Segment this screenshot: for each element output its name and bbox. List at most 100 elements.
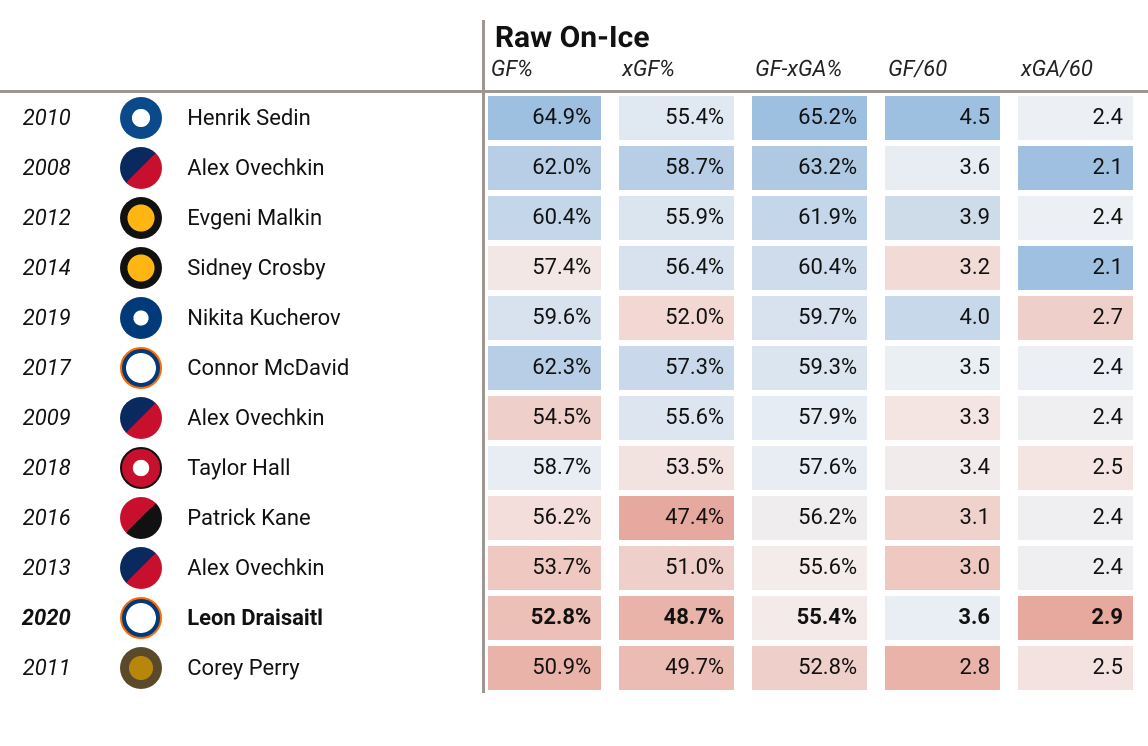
stat-cell: 2.4	[1015, 93, 1148, 143]
stat-cell: 2.5	[1015, 643, 1148, 693]
player-name: Sidney Crosby	[181, 243, 483, 293]
stat-cell: 60.4%	[483, 193, 616, 243]
player-name: Corey Perry	[181, 643, 483, 693]
player-name: Nikita Kucherov	[181, 293, 483, 343]
team-logo	[101, 243, 182, 293]
stat-cell: 2.4	[1015, 393, 1148, 443]
table-row: 2014Sidney Crosby57.4%56.4%60.4%3.22.1	[0, 243, 1148, 293]
pit-logo-icon	[120, 197, 162, 239]
stat-cell: 3.3	[882, 393, 1015, 443]
year-cell: 2008	[0, 143, 101, 193]
stat-cell: 2.4	[1015, 543, 1148, 593]
stat-cell: 56.2%	[483, 493, 616, 543]
table-row: 2009Alex Ovechkin54.5%55.6%57.9%3.32.4	[0, 393, 1148, 443]
stat-cell: 2.4	[1015, 493, 1148, 543]
stat-cell: 47.4%	[616, 493, 749, 543]
team-logo	[101, 643, 182, 693]
stat-cell: 59.6%	[483, 293, 616, 343]
stat-cell: 52.8%	[483, 593, 616, 643]
player-name: Evgeni Malkin	[181, 193, 483, 243]
stat-cell: 55.9%	[616, 193, 749, 243]
stat-cell: 55.4%	[616, 93, 749, 143]
edm-logo-icon	[120, 597, 162, 639]
stat-cell: 57.9%	[749, 393, 882, 443]
stat-cell: 2.7	[1015, 293, 1148, 343]
stat-cell: 51.0%	[616, 543, 749, 593]
tbl-logo-icon	[120, 297, 162, 339]
col-header: xGF%	[616, 57, 731, 82]
team-logo	[101, 543, 182, 593]
team-logo	[101, 393, 182, 443]
team-logo	[101, 443, 182, 493]
stat-cell: 54.5%	[483, 393, 616, 443]
section-title: Raw On-Ice	[483, 20, 1148, 57]
pit-logo-icon	[120, 247, 162, 289]
year-cell: 2009	[0, 393, 101, 443]
stat-cell: 3.0	[882, 543, 1015, 593]
stat-cell: 53.5%	[616, 443, 749, 493]
stats-table: Raw On-Ice GF% xGF% GF-xGA% GF/60 xGA/60…	[0, 20, 1148, 693]
stat-cell: 55.4%	[749, 593, 882, 643]
stat-cell: 2.9	[1015, 593, 1148, 643]
player-name: Alex Ovechkin	[181, 543, 483, 593]
table-row: 2018Taylor Hall58.7%53.5%57.6%3.42.5	[0, 443, 1148, 493]
stat-cell: 61.9%	[749, 193, 882, 243]
player-name: Connor McDavid	[181, 343, 483, 393]
table-row: 2020Leon Draisaitl52.8%48.7%55.4%3.62.9	[0, 593, 1148, 643]
year-cell: 2014	[0, 243, 101, 293]
stat-cell: 2.4	[1015, 343, 1148, 393]
stat-cell: 50.9%	[483, 643, 616, 693]
stat-cell: 58.7%	[616, 143, 749, 193]
ana-logo-icon	[120, 647, 162, 689]
wsh-logo-icon	[120, 547, 162, 589]
col-header: GF%	[485, 57, 598, 82]
stat-cell: 52.0%	[616, 293, 749, 343]
team-logo	[101, 293, 182, 343]
col-header: GF/60	[882, 57, 997, 82]
stat-cell: 55.6%	[749, 543, 882, 593]
table-row: 2012 Evgeni Malkin60.4%55.9%61.9%3.92.4	[0, 193, 1148, 243]
wsh-logo-icon	[120, 147, 162, 189]
stat-cell: 59.7%	[749, 293, 882, 343]
player-name: Alex Ovechkin	[181, 393, 483, 443]
stat-cell: 62.0%	[483, 143, 616, 193]
stat-cell: 4.0	[882, 293, 1015, 343]
wsh-logo-icon	[120, 397, 162, 439]
stat-cell: 64.9%	[483, 93, 616, 143]
stat-cell: 52.8%	[749, 643, 882, 693]
year-cell: 2010	[0, 93, 101, 143]
stat-cell: 59.3%	[749, 343, 882, 393]
stat-cell: 63.2%	[749, 143, 882, 193]
stat-cell: 3.6	[882, 143, 1015, 193]
stat-cell: 57.4%	[483, 243, 616, 293]
player-name: Taylor Hall	[181, 443, 483, 493]
stat-cell: 3.1	[882, 493, 1015, 543]
stat-cell: 2.8	[882, 643, 1015, 693]
year-cell: 2012	[0, 193, 101, 243]
team-logo	[101, 143, 182, 193]
team-logo	[101, 93, 182, 143]
stat-cell: 2.4	[1015, 193, 1148, 243]
table-row: 2011 Corey Perry50.9%49.7%52.8%2.82.5	[0, 643, 1148, 693]
year-cell: 2011	[0, 643, 101, 693]
stat-cell: 53.7%	[483, 543, 616, 593]
team-logo	[101, 593, 182, 643]
stat-cell: 3.9	[882, 193, 1015, 243]
stat-cell: 58.7%	[483, 443, 616, 493]
team-logo	[101, 493, 182, 543]
stat-cell: 2.1	[1015, 143, 1148, 193]
stat-cell: 2.1	[1015, 243, 1148, 293]
stat-cell: 56.2%	[749, 493, 882, 543]
stat-cell: 4.5	[882, 93, 1015, 143]
stat-cell: 60.4%	[749, 243, 882, 293]
stat-cell: 3.4	[882, 443, 1015, 493]
stat-cell: 3.5	[882, 343, 1015, 393]
table-row: 2017Connor McDavid62.3%57.3%59.3%3.52.4	[0, 343, 1148, 393]
stat-cell: 3.6	[882, 593, 1015, 643]
table-row: 2019Nikita Kucherov59.6%52.0%59.7%4.02.7	[0, 293, 1148, 343]
year-cell: 2013	[0, 543, 101, 593]
table-row: 2016Patrick Kane56.2%47.4%56.2%3.12.4	[0, 493, 1148, 543]
col-header: GF-xGA%	[749, 57, 864, 82]
stat-cell: 49.7%	[616, 643, 749, 693]
col-header: xGA/60	[1015, 57, 1130, 82]
